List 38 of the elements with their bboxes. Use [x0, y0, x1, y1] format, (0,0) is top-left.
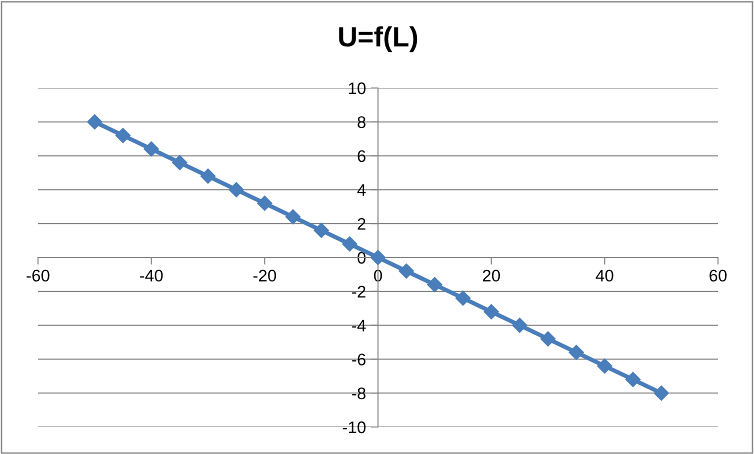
point — [257, 196, 272, 211]
y-tick-label: 10 — [348, 82, 366, 94]
point — [597, 358, 612, 374]
y-tick-label: -4 — [352, 320, 366, 332]
point — [625, 372, 641, 388]
point — [512, 318, 528, 333]
x-tick-label: 60 — [710, 270, 727, 282]
point — [654, 386, 669, 401]
point — [172, 155, 188, 170]
y-tick-label: 6 — [358, 150, 366, 162]
x-tick-label: -60 — [26, 270, 50, 282]
y-tick-label: 2 — [358, 218, 366, 230]
x-tick-label: -40 — [140, 270, 163, 282]
chart-title: U=f(L) — [339, 26, 418, 52]
point — [342, 236, 358, 252]
x-tick-label: 40 — [596, 270, 614, 282]
x-tick-label: -20 — [253, 270, 276, 282]
point — [115, 128, 131, 144]
point — [540, 331, 556, 346]
point — [228, 182, 244, 198]
y-tick-label: -6 — [352, 354, 366, 366]
point — [144, 141, 159, 157]
y-tick-label: -8 — [352, 388, 366, 400]
point — [200, 168, 216, 184]
x-tick-label: 20 — [482, 270, 500, 282]
point — [87, 114, 102, 130]
y-tick-label: 8 — [358, 116, 366, 128]
point — [484, 304, 499, 320]
point — [398, 263, 414, 279]
y-tick-label: 4 — [357, 184, 366, 196]
point — [314, 222, 329, 238]
point — [568, 344, 584, 360]
point — [370, 250, 386, 266]
y-tick-label: -10 — [342, 421, 366, 434]
point — [427, 277, 442, 292]
point — [285, 209, 301, 224]
y-tick-label: -2 — [352, 286, 366, 298]
point — [455, 290, 471, 306]
